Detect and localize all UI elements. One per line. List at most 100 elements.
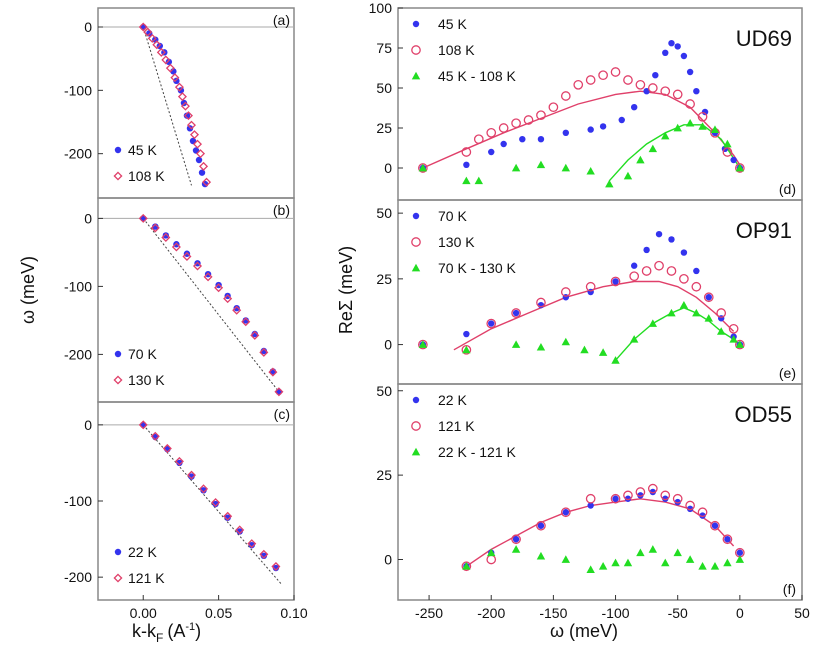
data-point bbox=[623, 171, 633, 180]
y-tick-label: 25 bbox=[376, 271, 392, 287]
right-x-axis-label: ω (meV) bbox=[550, 621, 618, 641]
y-tick-label: -200 bbox=[64, 146, 92, 162]
data-point bbox=[211, 498, 221, 508]
x-tick-label: 0 bbox=[736, 605, 744, 621]
legend-marker bbox=[114, 146, 122, 154]
data-point bbox=[701, 108, 709, 116]
data-point bbox=[138, 213, 148, 223]
data-point bbox=[561, 163, 571, 172]
data-point bbox=[236, 528, 243, 535]
data-point bbox=[623, 490, 633, 501]
data-point bbox=[573, 79, 584, 90]
x-tick-label: -150 bbox=[539, 605, 567, 621]
data-point bbox=[652, 72, 659, 79]
y-tick-label: 75 bbox=[376, 40, 392, 56]
data-point bbox=[462, 176, 471, 185]
x-tick-label: -200 bbox=[477, 605, 505, 621]
fit-curve bbox=[453, 280, 735, 351]
data-point bbox=[536, 551, 546, 560]
data-point bbox=[488, 320, 495, 327]
data-point bbox=[618, 116, 625, 124]
data-point bbox=[174, 82, 184, 92]
data-point bbox=[660, 490, 671, 501]
data-point bbox=[623, 75, 633, 85]
panel-b: 0 -100 -200 (b) 70 K 130 K bbox=[64, 197, 295, 403]
x-tick-label: 0.00 bbox=[130, 605, 157, 621]
legend-label: 108 K bbox=[128, 168, 165, 184]
data-point bbox=[274, 387, 284, 397]
data-point bbox=[586, 565, 595, 573]
y-tick-label: -200 bbox=[64, 569, 92, 585]
data-point bbox=[728, 323, 739, 334]
y-tick-label: 0 bbox=[84, 210, 92, 226]
legend-label: 70 K - 130 K bbox=[438, 260, 516, 276]
data-point bbox=[672, 89, 683, 100]
data-point bbox=[630, 104, 638, 111]
data-point bbox=[511, 340, 521, 348]
y-tick-label: 25 bbox=[376, 120, 392, 136]
data-point bbox=[180, 99, 188, 107]
data-point bbox=[260, 552, 268, 560]
data-point bbox=[722, 147, 733, 157]
bare-band-line bbox=[142, 26, 192, 186]
y-tick-label: 50 bbox=[376, 80, 392, 96]
data-point bbox=[560, 287, 571, 297]
data-point bbox=[679, 274, 689, 284]
left-y-axis-label: ω (meV) bbox=[18, 256, 38, 324]
legend-label: 22 K bbox=[438, 392, 467, 408]
data-point bbox=[624, 495, 632, 502]
data-point bbox=[523, 115, 534, 125]
data-point bbox=[536, 110, 546, 121]
data-point bbox=[716, 308, 727, 318]
data-point bbox=[462, 562, 471, 570]
data-point bbox=[610, 276, 621, 287]
y-tick-label: 0 bbox=[384, 160, 392, 176]
data-point bbox=[648, 319, 658, 327]
y-tick-label: 0 bbox=[384, 552, 392, 568]
data-point bbox=[580, 345, 589, 354]
data-point bbox=[704, 314, 713, 322]
y-tick-label: 50 bbox=[376, 383, 392, 399]
data-point bbox=[586, 167, 595, 175]
y-tick-label: 50 bbox=[376, 205, 392, 221]
data-point bbox=[661, 558, 670, 567]
data-point bbox=[189, 130, 200, 140]
data-point bbox=[587, 126, 594, 133]
panel-label: (f) bbox=[783, 581, 796, 597]
data-point bbox=[152, 223, 159, 230]
data-point bbox=[235, 525, 245, 535]
data-point bbox=[192, 261, 203, 271]
data-point bbox=[536, 343, 546, 351]
data-point bbox=[643, 88, 650, 95]
panel-label: (e) bbox=[779, 365, 796, 381]
data-point bbox=[486, 127, 497, 138]
data-point bbox=[200, 487, 207, 494]
panel-label: (c) bbox=[274, 406, 290, 422]
x-tick-label: -50 bbox=[668, 605, 688, 621]
data-point bbox=[674, 498, 681, 506]
data-point bbox=[667, 308, 676, 317]
data-point bbox=[710, 562, 720, 570]
data-point bbox=[202, 177, 212, 187]
data-point bbox=[630, 262, 638, 269]
data-point bbox=[668, 236, 675, 243]
data-point bbox=[685, 99, 695, 109]
data-point bbox=[672, 493, 683, 504]
legend-marker bbox=[411, 421, 421, 431]
legend-label: 70 K bbox=[438, 208, 467, 224]
data-point bbox=[177, 87, 185, 94]
data-point bbox=[183, 112, 191, 119]
x-tick-label: 0.10 bbox=[280, 605, 307, 621]
legend-marker bbox=[113, 573, 123, 583]
data-point bbox=[668, 40, 675, 47]
data-point bbox=[647, 483, 658, 494]
panel-label: (a) bbox=[273, 12, 290, 28]
data-point bbox=[196, 149, 206, 159]
data-point bbox=[241, 317, 251, 327]
data-point bbox=[537, 522, 545, 529]
data-point bbox=[587, 502, 594, 509]
data-point bbox=[165, 58, 173, 66]
data-point bbox=[418, 163, 428, 172]
legend-marker bbox=[412, 396, 420, 404]
fit-curve bbox=[608, 124, 741, 182]
